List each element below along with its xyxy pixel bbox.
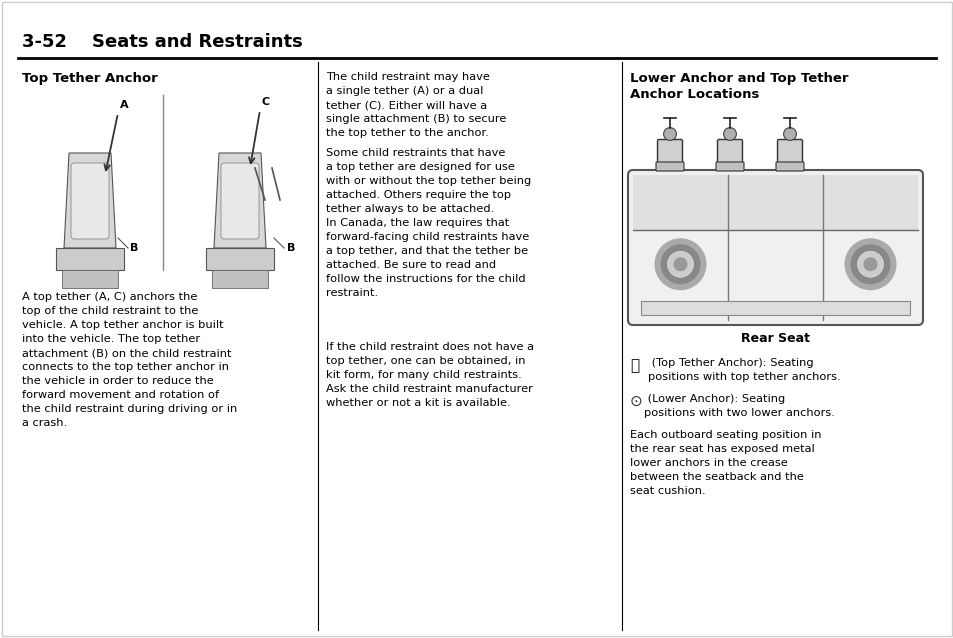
Text: The child restraint may have
a single tether (A) or a dual
tether (C). Either wi: The child restraint may have a single te… <box>326 72 506 138</box>
Circle shape <box>850 244 889 285</box>
Circle shape <box>782 128 796 140</box>
FancyBboxPatch shape <box>657 140 681 165</box>
Text: 🚹: 🚹 <box>629 358 639 373</box>
Circle shape <box>663 128 676 140</box>
FancyBboxPatch shape <box>775 162 803 171</box>
Text: (Top Tether Anchor): Seating
positions with top tether anchors.: (Top Tether Anchor): Seating positions w… <box>647 358 840 382</box>
Polygon shape <box>62 270 118 288</box>
Text: ⊙: ⊙ <box>629 394 642 409</box>
Circle shape <box>659 244 700 285</box>
Polygon shape <box>212 270 268 288</box>
FancyBboxPatch shape <box>221 163 258 239</box>
FancyBboxPatch shape <box>716 162 743 171</box>
Circle shape <box>654 238 706 290</box>
FancyBboxPatch shape <box>656 162 683 171</box>
FancyBboxPatch shape <box>71 163 109 239</box>
Text: A: A <box>120 100 129 110</box>
Polygon shape <box>206 248 274 270</box>
Text: A top tether (A, C) anchors the
top of the child restraint to the
vehicle. A top: A top tether (A, C) anchors the top of t… <box>22 292 237 428</box>
Text: (Lower Anchor): Seating
positions with two lower anchors.: (Lower Anchor): Seating positions with t… <box>643 394 834 418</box>
Polygon shape <box>64 153 116 248</box>
Circle shape <box>856 250 883 278</box>
FancyBboxPatch shape <box>777 140 801 165</box>
Text: If the child restraint does not have a
top tether, one can be obtained, in
kit f: If the child restraint does not have a t… <box>326 342 534 408</box>
FancyBboxPatch shape <box>627 170 923 325</box>
Bar <box>633 175 917 230</box>
Bar <box>640 301 909 315</box>
Circle shape <box>862 257 877 271</box>
Circle shape <box>843 238 896 290</box>
Text: B: B <box>287 243 295 253</box>
Circle shape <box>666 250 694 278</box>
Text: Top Tether Anchor: Top Tether Anchor <box>22 72 157 85</box>
Text: Some child restraints that have
a top tether are designed for use
with or withou: Some child restraints that have a top te… <box>326 148 531 298</box>
Circle shape <box>673 257 687 271</box>
Text: Lower Anchor and Top Tether
Anchor Locations: Lower Anchor and Top Tether Anchor Locat… <box>629 72 847 101</box>
Polygon shape <box>213 153 266 248</box>
Polygon shape <box>56 248 124 270</box>
FancyBboxPatch shape <box>717 140 741 165</box>
Text: 3-52    Seats and Restraints: 3-52 Seats and Restraints <box>22 33 302 51</box>
Text: B: B <box>130 243 138 253</box>
Text: C: C <box>262 97 270 107</box>
Text: Each outboard seating position in
the rear seat has exposed metal
lower anchors : Each outboard seating position in the re… <box>629 430 821 496</box>
Circle shape <box>722 128 736 140</box>
Text: Rear Seat: Rear Seat <box>740 332 809 345</box>
